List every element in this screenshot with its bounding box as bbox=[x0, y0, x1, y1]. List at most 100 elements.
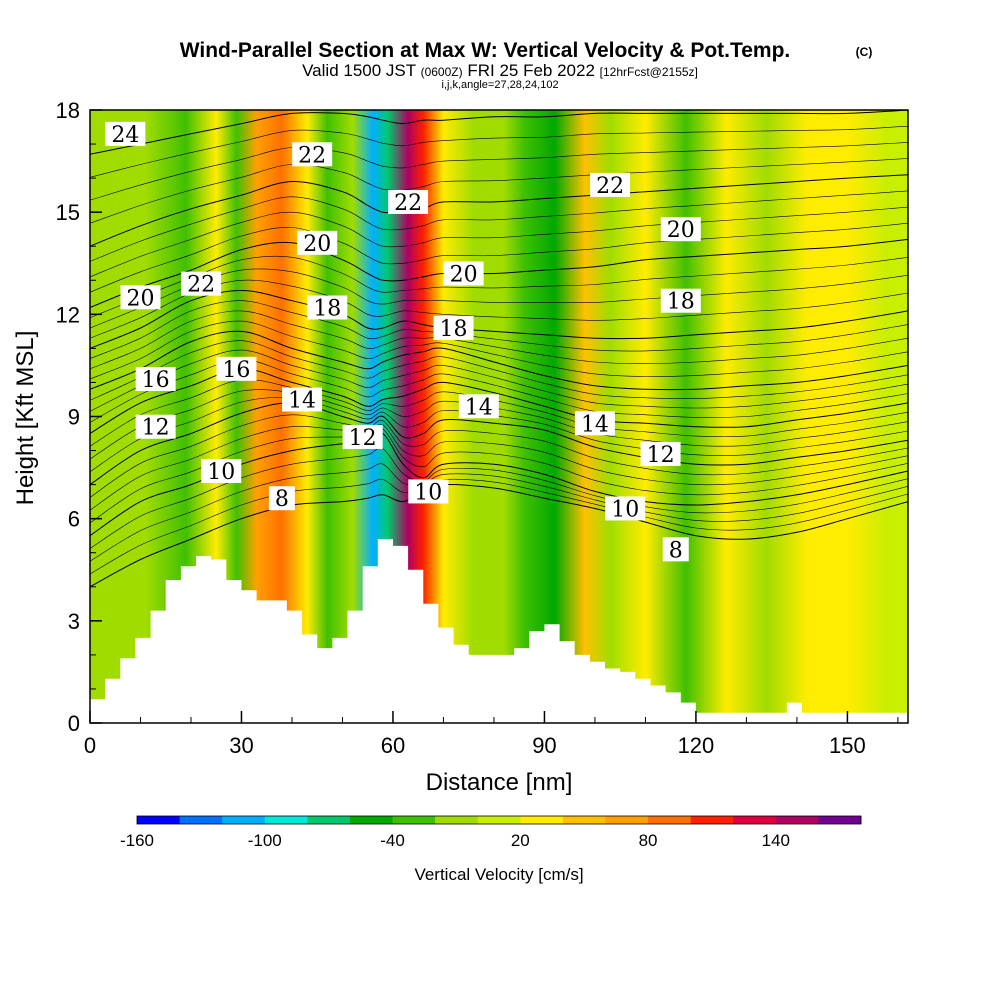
colorbar-swatch-15 bbox=[775, 816, 819, 824]
y-tick-label: 0 bbox=[68, 711, 80, 736]
contour-label-16: 16 bbox=[142, 368, 170, 393]
title-copyright-mark: (C) bbox=[856, 45, 873, 59]
contour-label-14: 14 bbox=[288, 388, 316, 413]
contour-label-box bbox=[342, 424, 383, 449]
contour-label-box bbox=[282, 387, 323, 412]
contour-label-18: 18 bbox=[313, 297, 341, 322]
contour-label-box bbox=[605, 496, 646, 521]
contour-label-box bbox=[292, 142, 333, 167]
colorbar-swatch-11 bbox=[605, 816, 649, 824]
contour-label-14: 14 bbox=[465, 395, 493, 420]
contour-label-box bbox=[660, 288, 701, 313]
contour-label-20: 20 bbox=[667, 218, 695, 243]
colorbar-swatch-16 bbox=[818, 816, 862, 824]
theta-contour-minor-1-1 bbox=[90, 424, 908, 511]
colorbar-swatch-9 bbox=[520, 816, 564, 824]
contour-label-16: 16 bbox=[222, 358, 250, 383]
contour-label-22: 22 bbox=[298, 143, 326, 168]
colorbar-swatch-6 bbox=[392, 816, 436, 824]
theta-contour-minor-4-0 bbox=[90, 320, 908, 380]
subtitle-forecast: [12hrFcst@2155z] bbox=[600, 65, 698, 79]
subtitle-indices: i,j,k,angle=27,28,24,102 bbox=[441, 79, 558, 91]
colorbar-swatch-0 bbox=[137, 816, 181, 824]
contour-label-box bbox=[590, 172, 631, 197]
contour-label-box bbox=[458, 394, 499, 419]
colorbar-tick-label: 80 bbox=[639, 831, 658, 850]
contour-label-12: 12 bbox=[142, 416, 170, 441]
contour-label-12: 12 bbox=[647, 443, 675, 468]
subtitle-zulu: (0600Z) bbox=[421, 65, 463, 79]
y-tick-label: 18 bbox=[56, 98, 80, 123]
theta-contour-minor-2-1 bbox=[90, 389, 908, 460]
chart-title: Wind-Parallel Section at Max W: Vertical… bbox=[180, 39, 791, 62]
theta-contour-minor-1-0 bbox=[90, 428, 908, 524]
colorbar-tick-label: -100 bbox=[248, 831, 282, 850]
contour-label-box bbox=[105, 121, 146, 146]
theta-contour-minor-4-1 bbox=[90, 310, 908, 370]
contour-label-box bbox=[135, 414, 176, 439]
contour-label-box bbox=[640, 441, 681, 466]
contour-label-10: 10 bbox=[207, 460, 235, 485]
theta-contour-minor-5-2 bbox=[90, 255, 908, 318]
contour-label-22: 22 bbox=[596, 174, 624, 199]
contour-label-box bbox=[388, 189, 429, 214]
contour-label-14: 14 bbox=[581, 412, 609, 437]
contour-label-24: 24 bbox=[111, 123, 139, 148]
contour-label-10: 10 bbox=[414, 480, 442, 505]
contour-label-18: 18 bbox=[667, 290, 695, 315]
theta-contour-minor-5-0 bbox=[90, 279, 908, 339]
contour-label-box bbox=[662, 537, 689, 562]
colorbar bbox=[136, 815, 862, 825]
colorbar-swatch-14 bbox=[733, 816, 777, 824]
contour-label-box bbox=[433, 315, 474, 340]
theta-contour-minor-6-0 bbox=[90, 222, 908, 293]
contour-label-box bbox=[443, 261, 484, 286]
theta-contour-minor-3-1 bbox=[90, 349, 908, 412]
contour-label-box bbox=[660, 217, 701, 242]
theta-contour-minor-6-2 bbox=[90, 190, 908, 262]
theta-contour-minor-5-1 bbox=[90, 268, 908, 329]
contour-label-20: 20 bbox=[303, 232, 331, 257]
theta-contour-minor-7-0 bbox=[90, 158, 908, 224]
theta-contour-24 bbox=[90, 110, 908, 155]
theta-contour-12 bbox=[90, 402, 908, 486]
contour-label-12: 12 bbox=[349, 426, 377, 451]
colorbar-label: Vertical Velocity [cm/s] bbox=[414, 865, 583, 884]
y-axis-label: Height [Kft MSL] bbox=[12, 331, 39, 506]
contour-label-10: 10 bbox=[611, 497, 639, 522]
theta-contour-minor-6-1 bbox=[90, 206, 908, 278]
x-tick-label: 60 bbox=[381, 733, 405, 758]
colorbar-swatch-1 bbox=[179, 816, 223, 824]
theta-contour-22 bbox=[90, 174, 908, 247]
colorbar-tick-label: -40 bbox=[380, 831, 405, 850]
contour-label-20: 20 bbox=[450, 262, 478, 287]
contour-label-20: 20 bbox=[126, 286, 154, 311]
contour-label-22: 22 bbox=[187, 273, 215, 298]
x-tick-label: 30 bbox=[229, 733, 253, 758]
potential-temperature-contours bbox=[90, 110, 908, 588]
contour-label-box bbox=[120, 285, 161, 310]
colorbar-ticks: -160 -100 -40 20 80 140 bbox=[120, 831, 790, 850]
x-axis-label: Distance [nm] bbox=[426, 769, 573, 796]
y-axis: 0 3 6 9 12 15 18 bbox=[56, 98, 102, 736]
contour-label-box bbox=[268, 486, 295, 511]
x-tick-label: 120 bbox=[678, 733, 715, 758]
contour-label-22: 22 bbox=[394, 191, 422, 216]
theta-contour-minor-1-2 bbox=[90, 414, 908, 498]
theta-contour-18 bbox=[90, 289, 908, 349]
chart-subtitle: Valid 1500 JST (0600Z) FRI 25 Feb 2022 [… bbox=[302, 61, 698, 80]
x-axis: 0 30 60 90 120 150 bbox=[84, 711, 899, 758]
y-tick-label: 12 bbox=[56, 302, 80, 327]
contour-label-box bbox=[135, 367, 176, 392]
colorbar-swatch-2 bbox=[222, 816, 266, 824]
contour-label-box bbox=[297, 230, 338, 255]
subtitle-date: FRI 25 Feb 2022 bbox=[467, 61, 595, 80]
subtitle-valid: Valid 1500 JST bbox=[302, 61, 416, 80]
contour-label-box bbox=[408, 479, 449, 504]
y-tick-label: 6 bbox=[68, 507, 80, 532]
contour-label-box bbox=[201, 458, 242, 483]
contour-label-8: 8 bbox=[275, 487, 289, 512]
theta-contour-minor-3-2 bbox=[90, 340, 908, 401]
colorbar-swatch-4 bbox=[307, 816, 351, 824]
